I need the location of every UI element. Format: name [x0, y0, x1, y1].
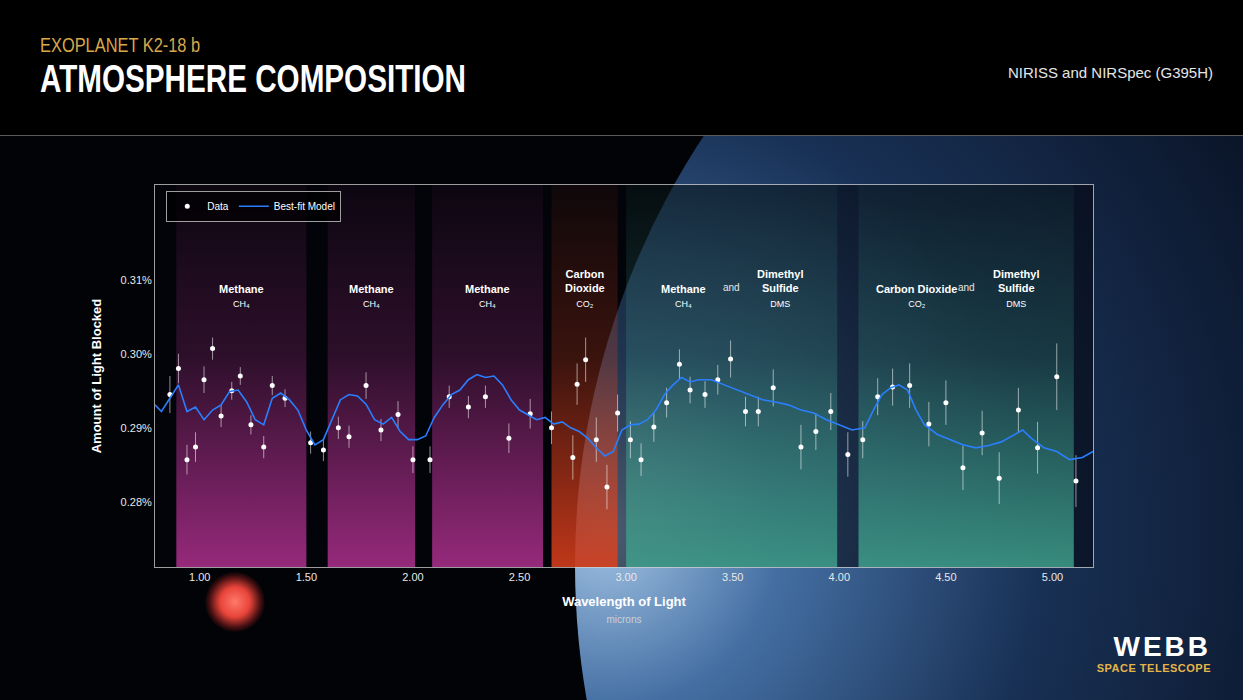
svg-text:0.31%: 0.31%: [121, 274, 152, 286]
svg-text:MethaneCH₄: MethaneCH₄: [219, 283, 264, 309]
svg-text:2.00: 2.00: [402, 571, 423, 583]
svg-text:CarbonDioxideCO₂: CarbonDioxideCO₂: [565, 268, 605, 309]
svg-text:Best-fit Model: Best-fit Model: [274, 201, 335, 212]
svg-text:MethaneCH₄: MethaneCH₄: [661, 283, 706, 309]
svg-text:Amount of Light Blocked: Amount of Light Blocked: [89, 299, 104, 454]
html-text:WEBB: WEBB: [1113, 631, 1211, 662]
svg-text:and: and: [723, 282, 740, 293]
svg-text:4.00: 4.00: [829, 571, 850, 583]
svg-text:Carbon DioxideCO₂: Carbon DioxideCO₂: [876, 283, 957, 309]
svg-text:0.30%: 0.30%: [121, 348, 152, 360]
html-text:EXOPLANET K2-18 b: EXOPLANET K2-18 b: [40, 34, 201, 56]
svg-text:DimethylSulfideDMS: DimethylSulfideDMS: [993, 268, 1039, 309]
svg-text:Data: Data: [207, 201, 229, 212]
svg-text:3.00: 3.00: [615, 571, 636, 583]
svg-text:0.29%: 0.29%: [121, 422, 152, 434]
svg-text:1.00: 1.00: [189, 571, 210, 583]
svg-text:1.50: 1.50: [296, 571, 317, 583]
svg-text:4.50: 4.50: [935, 571, 956, 583]
svg-text:MethaneCH₄: MethaneCH₄: [349, 283, 394, 309]
svg-text:Wavelength of Lightmicrons: Wavelength of Lightmicrons: [562, 594, 686, 625]
svg-text:2.50: 2.50: [509, 571, 530, 583]
svg-text:3.50: 3.50: [722, 571, 743, 583]
html-text:ATMOSPHERE COMPOSITION: ATMOSPHERE COMPOSITION: [40, 58, 466, 100]
html-text:SPACE TELESCOPE: SPACE TELESCOPE: [1096, 662, 1211, 674]
svg-text:MethaneCH₄: MethaneCH₄: [465, 283, 510, 309]
svg-text:and: and: [958, 282, 975, 293]
svg-text:0.28%: 0.28%: [121, 496, 152, 508]
svg-text:5.00: 5.00: [1042, 571, 1063, 583]
svg-text:DimethylSulfideDMS: DimethylSulfideDMS: [757, 268, 803, 309]
html-text:NIRISS and NIRSpec (G395H): NIRISS and NIRSpec (G395H): [1007, 64, 1213, 81]
